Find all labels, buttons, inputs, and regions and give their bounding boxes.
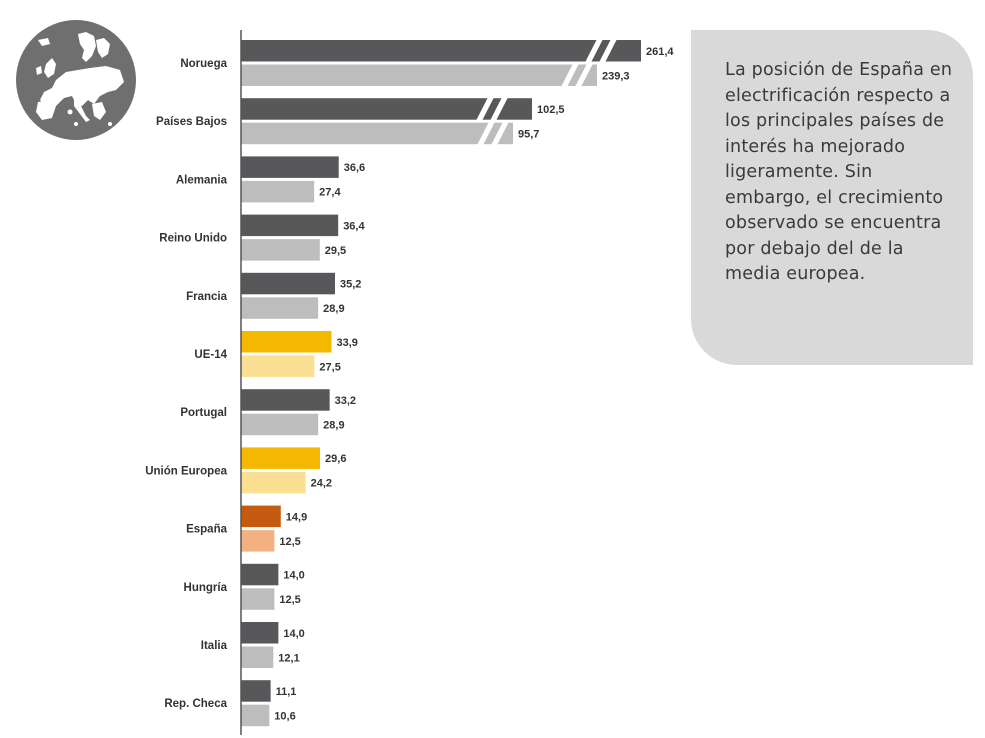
value-label-italia-series-2: 12,1 (278, 652, 299, 664)
axis-break-mark-noruega-1-1 (585, 39, 603, 63)
bar-paises-bajos-series-1 (241, 98, 532, 120)
value-label-portugal-series-2: 28,9 (323, 419, 344, 431)
bar-francia-series-1 (241, 272, 335, 295)
category-label-francia: Francia (186, 291, 228, 303)
note-text: La posición de España en electrificación… (725, 60, 953, 284)
europe-map-icon (16, 20, 136, 140)
category-label-rep-checa: Rep. Checa (164, 698, 227, 710)
axis-break-mark-paises-bajos-2-1 (477, 121, 495, 146)
bar-espana-series-2 (241, 530, 275, 552)
axis-break-mark-noruega-2-1 (561, 63, 579, 87)
bar-union-europea-series-1 (241, 447, 321, 469)
bar-noruega-series-1 (241, 40, 641, 62)
value-label-noruega-series-2: 239,3 (602, 70, 630, 82)
value-label-rep-checa-series-2: 10,6 (274, 710, 295, 722)
bar-noruega-series-2 (241, 64, 597, 86)
category-label-italia: Italia (201, 640, 228, 652)
value-label-alemania-series-1: 36,6 (344, 162, 365, 174)
value-label-hungria-series-2: 12,5 (279, 594, 300, 606)
bar-portugal-series-2 (241, 413, 319, 436)
bar-italia-series-1 (241, 622, 279, 644)
value-label-rep-checa-series-1: 11,1 (276, 686, 297, 698)
category-label-espana: España (186, 524, 228, 536)
note-box: La posición de España en electrificación… (691, 30, 973, 365)
bar-paises-bajos-series-2 (241, 122, 513, 145)
bar-ue-14-series-1 (241, 331, 332, 353)
value-label-francia-series-1: 35,2 (340, 279, 361, 291)
value-label-union-europea-series-2: 24,2 (311, 478, 332, 490)
axis-break-mark-paises-bajos-2-2 (491, 121, 509, 146)
axis-break-mark-paises-bajos-1-1 (476, 97, 494, 121)
value-label-italia-series-1: 14,0 (283, 628, 304, 640)
value-label-noruega-series-1: 261,4 (646, 46, 674, 58)
value-label-ue-14-series-2: 27,5 (319, 361, 340, 373)
bar-alemania-series-2 (241, 180, 315, 203)
value-label-reino-unido-series-1: 36,4 (343, 220, 365, 232)
bar-italia-series-2 (241, 646, 274, 668)
value-label-alemania-series-2: 27,4 (319, 187, 341, 199)
axis-break-mark-noruega-2-2 (575, 63, 593, 87)
category-label-alemania: Alemania (176, 174, 228, 186)
bar-francia-series-2 (241, 297, 319, 319)
value-label-paises-bajos-series-1: 102,5 (537, 104, 565, 116)
value-label-francia-series-2: 28,9 (323, 303, 344, 315)
value-label-paises-bajos-series-2: 95,7 (518, 128, 539, 140)
bar-ue-14-series-2 (241, 355, 315, 377)
bar-portugal-series-1 (241, 389, 330, 411)
value-label-reino-unido-series-2: 29,5 (325, 245, 346, 257)
value-label-ue-14-series-1: 33,9 (337, 337, 358, 349)
bar-reino-unido-series-2 (241, 239, 320, 261)
value-label-portugal-series-1: 33,2 (335, 395, 356, 407)
value-label-espana-series-1: 14,9 (286, 511, 307, 523)
value-label-hungria-series-1: 14,0 (283, 570, 304, 582)
bar-rep-checa-series-2 (241, 704, 270, 727)
bar-reino-unido-series-1 (241, 214, 339, 237)
category-label-noruega: Noruega (180, 58, 227, 70)
axis-break-mark-paises-bajos-1-2 (490, 97, 508, 121)
bar-rep-checa-series-1 (241, 680, 271, 702)
bar-chart: Noruega 261,4 239,3 Países Bajos 102,5 95,7 Al… (145, 30, 674, 735)
bar-alemania-series-1 (241, 156, 339, 178)
category-label-union-europea: Unión Europea (145, 465, 227, 477)
category-label-hungria: Hungría (184, 582, 228, 594)
category-label-reino-unido: Reino Unido (159, 233, 227, 245)
category-label-paises-bajos: Países Bajos (156, 116, 227, 128)
bar-union-europea-series-2 (241, 471, 306, 494)
bar-hungria-series-1 (241, 563, 279, 586)
category-label-portugal: Portugal (180, 407, 227, 419)
bar-hungria-series-2 (241, 588, 275, 610)
value-label-espana-series-2: 12,5 (279, 536, 300, 548)
category-label-ue-14: UE-14 (194, 349, 227, 361)
axis-break-mark-noruega-1-2 (599, 39, 617, 63)
bar-espana-series-1 (241, 505, 281, 528)
value-label-union-europea-series-1: 29,6 (325, 453, 346, 465)
